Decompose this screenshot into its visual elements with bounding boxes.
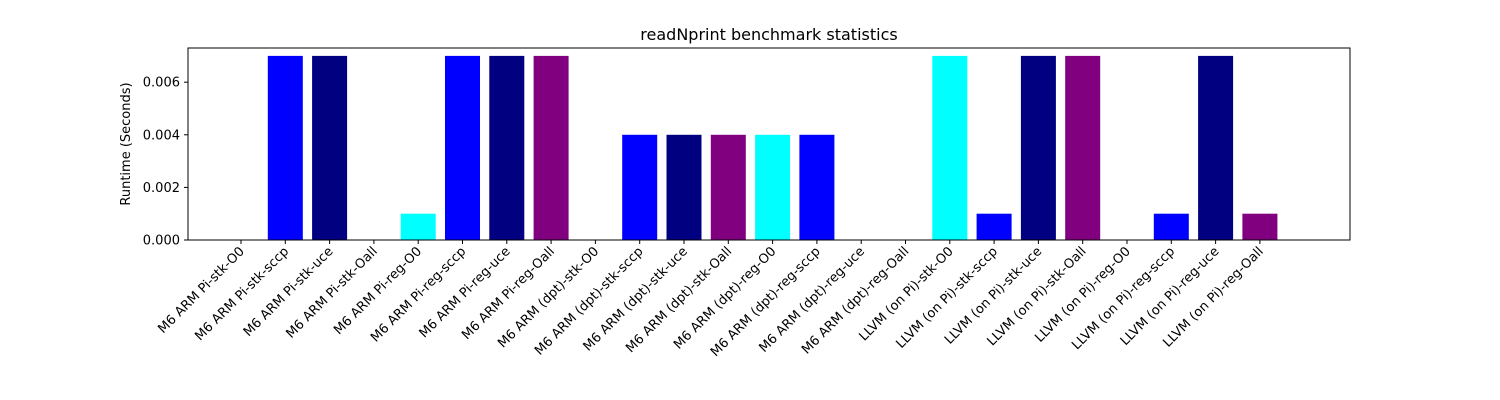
y-tick-label: 0.002 <box>143 181 180 196</box>
bar <box>1153 213 1189 240</box>
y-tick-label: 0.000 <box>143 234 180 249</box>
bar <box>976 213 1012 240</box>
bar <box>533 55 569 240</box>
bar <box>666 134 702 240</box>
bar <box>312 55 348 240</box>
bar <box>1065 55 1101 240</box>
bar <box>1242 213 1278 240</box>
bar <box>1020 55 1056 240</box>
bar <box>710 134 746 240</box>
bar <box>445 55 480 240</box>
y-axis-ticks: 0.000 0.002 0.004 0.006 <box>143 76 188 249</box>
y-axis-label: Runtime (Seconds) <box>119 82 134 205</box>
bar <box>400 213 436 240</box>
bar <box>1198 55 1234 240</box>
bars-group <box>267 55 1278 240</box>
chart-title: readNprint benchmark statistics <box>640 25 897 44</box>
bar <box>622 134 658 240</box>
plot-frame <box>187 47 1351 241</box>
bar <box>799 134 835 240</box>
y-tick-label: 0.004 <box>143 128 180 143</box>
bar <box>755 134 791 240</box>
bar <box>489 55 525 240</box>
y-tick-label: 0.006 <box>143 76 180 91</box>
bar <box>932 55 968 240</box>
bar <box>267 55 303 240</box>
